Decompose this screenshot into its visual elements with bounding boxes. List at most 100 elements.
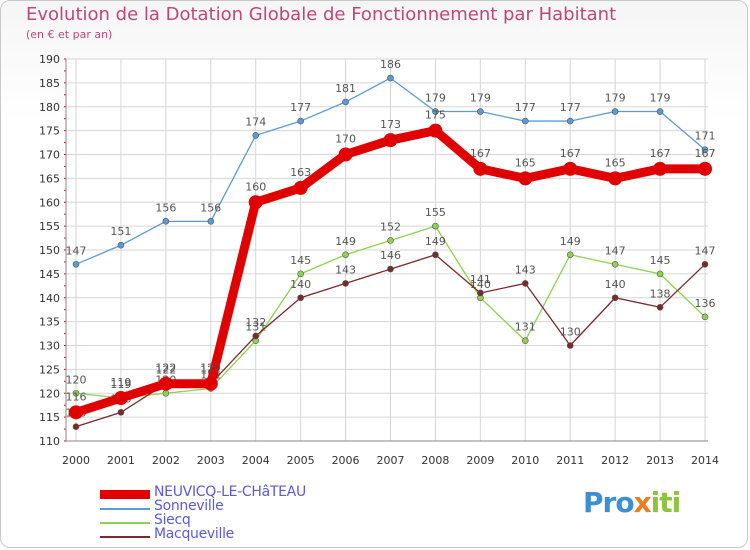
data-point (342, 251, 349, 259)
legend-label: Sonneville (154, 498, 224, 514)
data-point (342, 98, 349, 106)
data-label: 147 (66, 244, 87, 257)
data-point (252, 332, 260, 340)
data-label: 177 (290, 101, 311, 114)
data-point (69, 405, 83, 420)
legend-swatch (100, 490, 150, 499)
data-label: 175 (425, 109, 446, 122)
data-label: 179 (425, 92, 446, 105)
data-label: 177 (560, 101, 581, 114)
data-point (432, 222, 439, 230)
data-label: 179 (650, 92, 671, 105)
data-point (518, 171, 533, 186)
data-point (72, 261, 80, 268)
data-point (162, 389, 170, 397)
data-point (473, 161, 488, 176)
legend-swatch (100, 508, 150, 510)
data-point (117, 241, 125, 249)
data-label: 151 (110, 225, 131, 238)
data-point (521, 337, 529, 345)
legend-label: NEUVICQ-LE-CHâTEAU (154, 484, 306, 500)
data-point (387, 265, 394, 273)
data-label: 140 (470, 278, 491, 291)
y-tick-label: 115 (39, 411, 60, 424)
legend-label: Macqueville (154, 526, 234, 542)
data-point (113, 391, 128, 406)
data-label: 167 (470, 147, 491, 160)
data-label: 152 (380, 220, 401, 233)
data-point (656, 108, 664, 115)
data-label: 160 (245, 180, 266, 193)
data-label: 122 (155, 364, 176, 377)
data-point (611, 294, 619, 302)
data-label: 149 (425, 235, 446, 248)
data-label: 149 (335, 235, 356, 248)
data-label: 147 (605, 244, 626, 257)
y-tick-label: 145 (39, 268, 60, 281)
data-label: 181 (335, 82, 356, 95)
data-label: 171 (695, 130, 716, 143)
x-tick-label: 2000 (62, 454, 90, 467)
y-tick-label: 135 (39, 316, 60, 329)
data-label: 165 (515, 156, 536, 169)
data-point (387, 74, 394, 82)
data-label: 179 (605, 92, 626, 105)
data-label: 163 (290, 166, 311, 179)
data-label: 165 (605, 156, 626, 169)
data-point (248, 195, 263, 210)
data-point (611, 261, 619, 268)
data-point (387, 237, 394, 244)
data-point (158, 376, 173, 391)
data-point (566, 117, 574, 125)
data-label: 132 (245, 316, 266, 329)
data-point (566, 342, 574, 349)
y-tick-label: 140 (39, 292, 60, 305)
y-tick-label: 165 (39, 172, 60, 185)
data-label: 119 (110, 376, 131, 389)
data-label: 116 (66, 390, 87, 403)
data-point (293, 180, 308, 195)
data-label: 170 (335, 133, 356, 146)
legend-label: Siecq (154, 512, 191, 528)
x-tick-label: 2004 (242, 454, 270, 467)
legend-swatch (100, 536, 150, 538)
data-point (297, 294, 304, 302)
data-label: 138 (650, 287, 671, 300)
data-label: 145 (290, 254, 311, 267)
y-tick-label: 120 (39, 387, 60, 400)
data-label: 122 (200, 362, 221, 375)
data-label: 146 (380, 249, 401, 262)
data-label: 141 (470, 273, 491, 286)
data-label: 145 (650, 254, 671, 267)
x-tick-label: 2005 (287, 454, 315, 467)
data-label: 136 (695, 297, 716, 310)
data-point (563, 161, 578, 176)
data-point (521, 117, 529, 125)
data-label: 156 (200, 201, 221, 214)
chart-subtitle: (en € et par an) (26, 28, 113, 41)
data-point (701, 261, 709, 268)
data-label: 167 (560, 147, 581, 160)
data-point (656, 270, 664, 278)
data-point (656, 303, 664, 311)
x-tick-label: 2006 (332, 454, 360, 467)
data-point (252, 132, 260, 139)
y-tick-label: 170 (39, 149, 60, 162)
data-label: 140 (290, 278, 311, 291)
y-tick-label: 185 (39, 77, 60, 90)
data-label: 179 (470, 92, 491, 105)
data-label: 177 (515, 101, 536, 114)
y-tick-label: 155 (39, 220, 60, 233)
data-point (698, 161, 712, 176)
data-point (701, 146, 709, 154)
y-tick-label: 110 (39, 435, 60, 448)
data-label: 167 (695, 147, 716, 160)
data-point (432, 108, 439, 115)
data-label: 143 (515, 263, 536, 276)
x-tick-label: 2010 (511, 454, 539, 467)
x-tick-label: 2011 (556, 454, 584, 467)
x-tick-label: 2008 (421, 454, 449, 467)
y-tick-label: 150 (39, 244, 60, 257)
y-tick-label: 130 (39, 340, 60, 353)
data-point (653, 161, 668, 176)
